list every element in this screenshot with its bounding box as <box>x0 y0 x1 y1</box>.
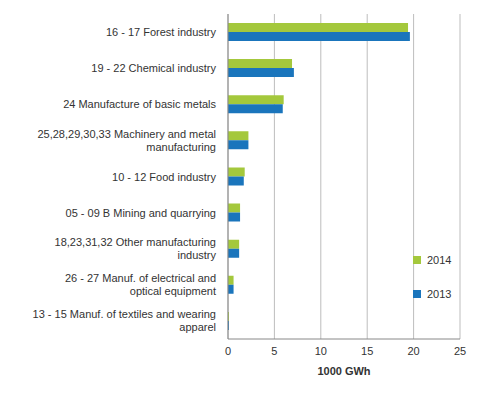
svg-text:15: 15 <box>361 345 373 357</box>
svg-text:0: 0 <box>225 345 231 357</box>
svg-text:1000 GWh: 1000 GWh <box>317 365 370 377</box>
svg-text:5: 5 <box>271 345 277 357</box>
svg-text:20: 20 <box>407 345 419 357</box>
svg-text:26 - 27 Manuf. of electrical a: 26 - 27 Manuf. of electrical andoptical … <box>65 272 216 297</box>
svg-text:16 - 17 Forest industry: 16 - 17 Forest industry <box>106 26 217 38</box>
svg-text:19 - 22 Chemical industry: 19 - 22 Chemical industry <box>91 62 216 74</box>
svg-text:25,28,29,30,33 Machinery and m: 25,28,29,30,33 Machinery and metalmanufa… <box>37 128 216 153</box>
html-text:2013: 2013 <box>427 288 452 300</box>
svg-text:10: 10 <box>315 345 327 357</box>
svg-text:10 - 12 Food industry: 10 - 12 Food industry <box>112 171 216 183</box>
svg-text:05 - 09 B Mining and quarrying: 05 - 09 B Mining and quarrying <box>66 207 216 219</box>
svg-text:13 - 15 Manuf. of textiles and: 13 - 15 Manuf. of textiles and wearingap… <box>33 308 216 333</box>
svg-text:24 Manufacture of basic metals: 24 Manufacture of basic metals <box>63 98 216 110</box>
svg-text:25: 25 <box>454 345 466 357</box>
svg-text:18,23,31,32 Other manufacturin: 18,23,31,32 Other manufacturingindustry <box>55 236 217 261</box>
html-text:2014: 2014 <box>427 254 452 266</box>
